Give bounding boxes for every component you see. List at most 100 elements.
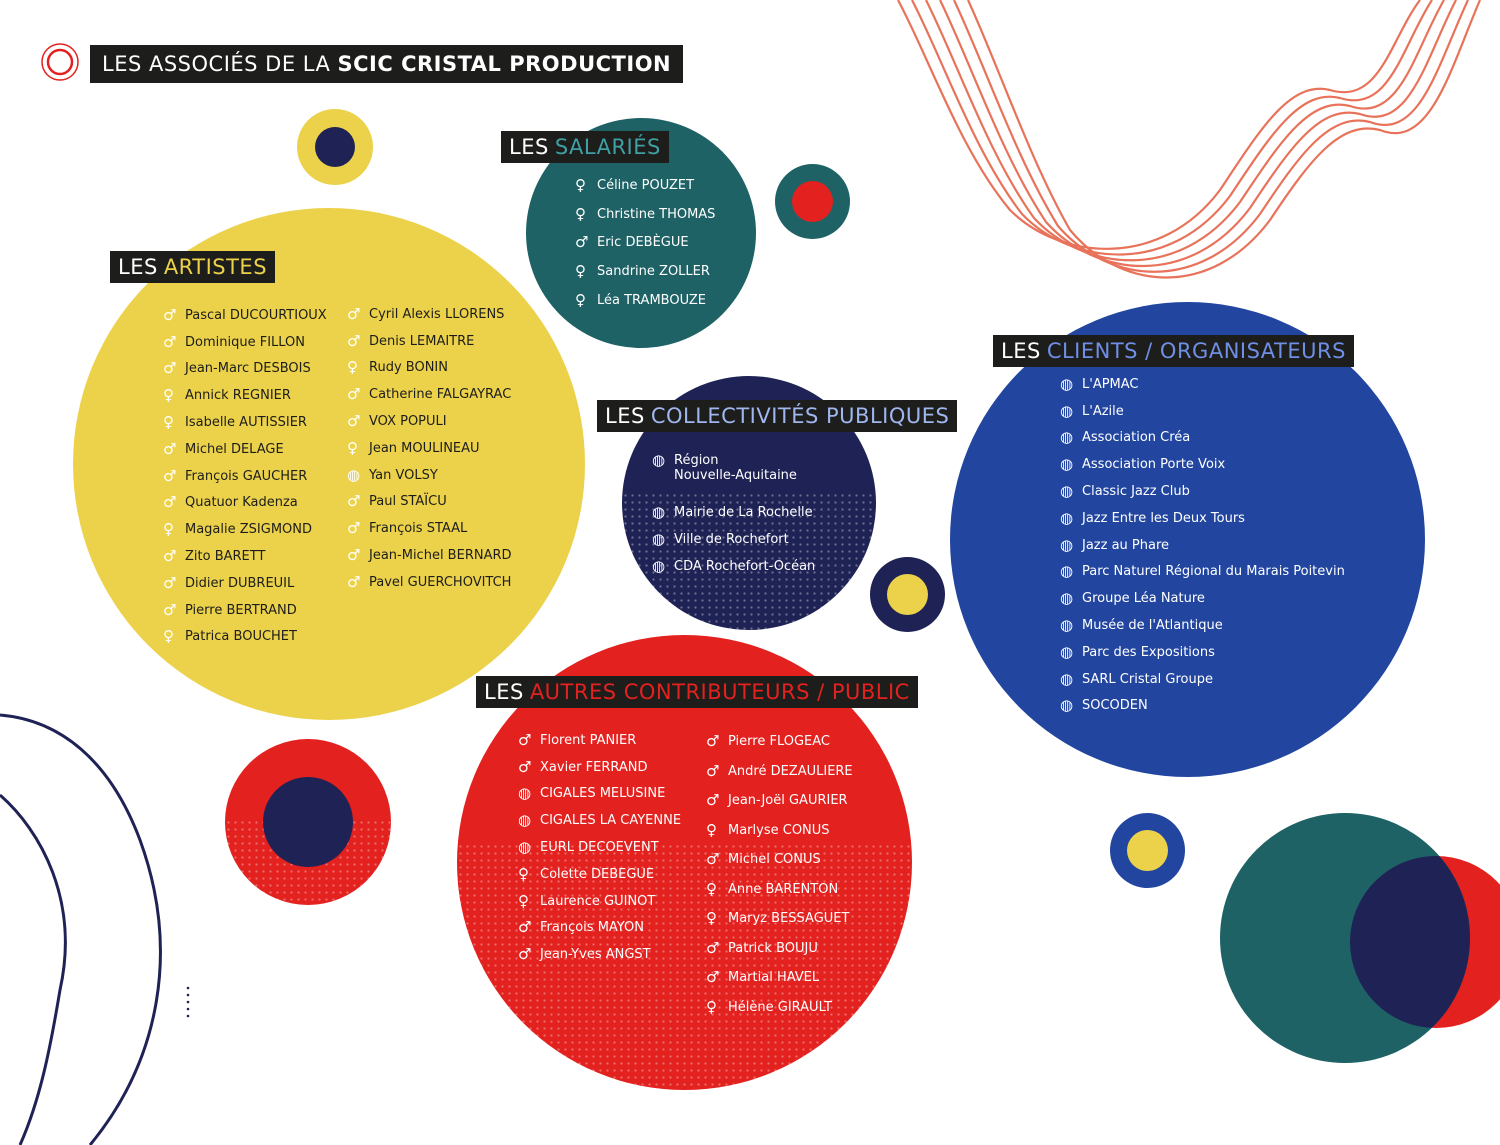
list-item: ♂ André DEZAULIERE [706, 757, 853, 787]
list-item: ♂ Cyril Alexis LLORENS [347, 301, 512, 328]
male-icon: ♂ [706, 850, 720, 869]
list-item: ♂ François GAUCHER [163, 463, 327, 490]
list-item-label: Jean-Michel BERNARD [369, 548, 512, 564]
list-item-label: Jean-Marc DESBOIS [185, 361, 311, 377]
list-item: ♀ Maryz BESSAGUET [706, 904, 853, 934]
org-planet-icon: ◍ [347, 465, 361, 484]
autres-list-col1: ♂ Florent PANIER ♂ Xavier FERRAND ◍ CIGALES M… [518, 727, 681, 968]
artistes-list-col2: ♂ Cyril Alexis LLORENS ♂ Denis LEMAITRE ♀ Rud… [347, 301, 512, 596]
artistes-circle [73, 208, 585, 720]
org-planet-icon: ◍ [1060, 508, 1074, 527]
list-item-label: CIGALES LA CAYENNE [540, 813, 682, 829]
org-planet-icon: ◍ [1060, 562, 1074, 581]
list-item: ♂ VOX POPULI [347, 408, 512, 435]
list-item: ♀ Christine THOMAS [575, 200, 715, 229]
list-item: ♂ Zito BARETT [163, 543, 327, 570]
male-icon: ♂ [163, 305, 177, 324]
autres-heading: LES AUTRES CONTRIBUTEURS / PUBLIC [476, 676, 918, 708]
male-icon: ♂ [163, 332, 177, 351]
male-icon: ♂ [163, 600, 177, 619]
list-item: ♀ Anne BARENTON [706, 875, 853, 905]
org-planet-icon: ◍ [1060, 696, 1074, 715]
list-item-label: Cyril Alexis LLORENS [369, 306, 505, 322]
male-icon: ♂ [163, 547, 177, 566]
list-item-label: Dominique FILLON [185, 334, 306, 350]
logo-ring-icon [41, 43, 79, 81]
male-icon: ♂ [163, 493, 177, 512]
list-item-label: Hélène GIRAULT [728, 999, 832, 1015]
list-item: ♂ Pierre FLOGEAC [706, 727, 853, 757]
list-item: ♀ Hélène GIRAULT [706, 993, 853, 1023]
female-icon: ♀ [347, 358, 358, 377]
male-icon: ♂ [163, 573, 177, 592]
list-item: ♂ Pavel GUERCHOVITCH [347, 569, 512, 596]
list-item-label: Quatuor Kadenza [185, 495, 298, 511]
list-item: ♂ Jean-Michel BERNARD [347, 542, 512, 569]
female-icon: ♀ [575, 175, 586, 194]
list-item: ♀ Magalie ZSIGMOND [163, 516, 327, 543]
list-item: ◍ CDA Rochefort-Océan [652, 553, 815, 580]
list-item: ♀ Marlyse CONUS [706, 816, 853, 846]
list-item-label: Denis LEMAITRE [369, 333, 475, 349]
list-item: ♂ Catherine FALGAYRAC [347, 381, 512, 408]
clients-heading: LES CLIENTS / ORGANISATEURS [993, 335, 1354, 367]
list-item-label: Jazz au Phare [1082, 537, 1170, 553]
list-item: ◍ EURL DECOEVENT [518, 834, 681, 861]
list-item: ◍ Musée de l'Atlantique [1060, 612, 1345, 639]
list-item: ◍ L'Azile [1060, 398, 1345, 425]
deco-circle-red-navy [225, 739, 391, 905]
male-icon: ♂ [347, 412, 361, 431]
male-icon: ♂ [706, 761, 720, 780]
list-item-label: Jazz Entre les Deux Tours [1082, 510, 1245, 526]
collectivites-heading: LES COLLECTIVITÉS PUBLIQUES [597, 400, 958, 432]
list-item-label: Patrica BOUCHET [185, 629, 297, 645]
list-item-label: L'Azile [1082, 403, 1124, 419]
list-item: ♂ Didier DUBREUIL [163, 570, 327, 597]
list-item-label: Musée de l'Atlantique [1082, 618, 1223, 634]
female-icon: ♀ [706, 820, 717, 839]
male-icon: ♂ [347, 519, 361, 538]
list-item-label: Laurence GUINOT [540, 893, 656, 909]
list-item: ◍ Jazz au Phare [1060, 532, 1345, 559]
list-item-label: Pavel GUERCHOVITCH [369, 574, 512, 590]
list-item: ◍ Parc Naturel Régional du Marais Poitevi… [1060, 559, 1345, 586]
list-item-label: Sandrine ZOLLER [597, 263, 710, 279]
artistes-heading: LES ARTISTES [110, 251, 276, 283]
list-item: ◍ Groupe Léa Nature [1060, 585, 1345, 612]
list-item-label: Annick REGNIER [185, 388, 291, 404]
list-item-label: Céline POUZET [597, 177, 695, 193]
female-icon: ♀ [518, 891, 529, 910]
male-icon: ♂ [575, 233, 589, 252]
list-item-label: Parc des Expositions [1082, 644, 1215, 660]
list-item-label: Xavier FERRAND [540, 759, 648, 775]
list-item: ♂ Pascal DUCOURTIOUX [163, 302, 327, 329]
list-item: ♀ Colette DEBEGUE [518, 861, 681, 888]
female-icon: ♀ [163, 627, 174, 646]
male-icon: ♂ [347, 492, 361, 511]
female-icon: ♀ [575, 204, 586, 223]
list-item: ♂ François MAYON [518, 915, 681, 942]
list-item-label: SOCODEN [1082, 698, 1148, 714]
list-item-label: Isabelle AUTISSIER [185, 415, 307, 431]
list-item-label: Mairie de La Rochelle [674, 505, 813, 520]
list-item-label: Catherine FALGAYRAC [369, 387, 512, 403]
list-item-label: Région [674, 453, 719, 468]
clients-list: ◍ L'APMAC ◍ L'Azile ◍ Association Créa ◍ Associ… [1060, 371, 1345, 719]
female-icon: ♀ [706, 879, 717, 898]
list-item: ◍ Association Créa [1060, 425, 1345, 452]
clients-circle [950, 302, 1425, 777]
list-item-label: Didier DUBREUIL [185, 575, 295, 591]
female-icon: ♀ [163, 520, 174, 539]
list-item: ◍ SARL Cristal Groupe [1060, 666, 1345, 693]
list-item: ◍ L'APMAC [1060, 371, 1345, 398]
list-item-label: Pierre BERTRAND [185, 602, 297, 618]
list-item: ♂ Michel CONUS [706, 845, 853, 875]
org-planet-icon: ◍ [1060, 535, 1074, 554]
list-item-label: François MAYON [540, 920, 644, 936]
org-planet-icon: ◍ [1060, 428, 1074, 447]
list-item-label: Anne BARENTON [728, 881, 839, 897]
list-item: ♀ Patrica BOUCHET [163, 624, 327, 651]
list-item-label: Colette DEBEGUE [540, 866, 655, 882]
list-item: ◍ Association Porte Voix [1060, 451, 1345, 478]
list-item-label: Association Créa [1082, 430, 1191, 446]
